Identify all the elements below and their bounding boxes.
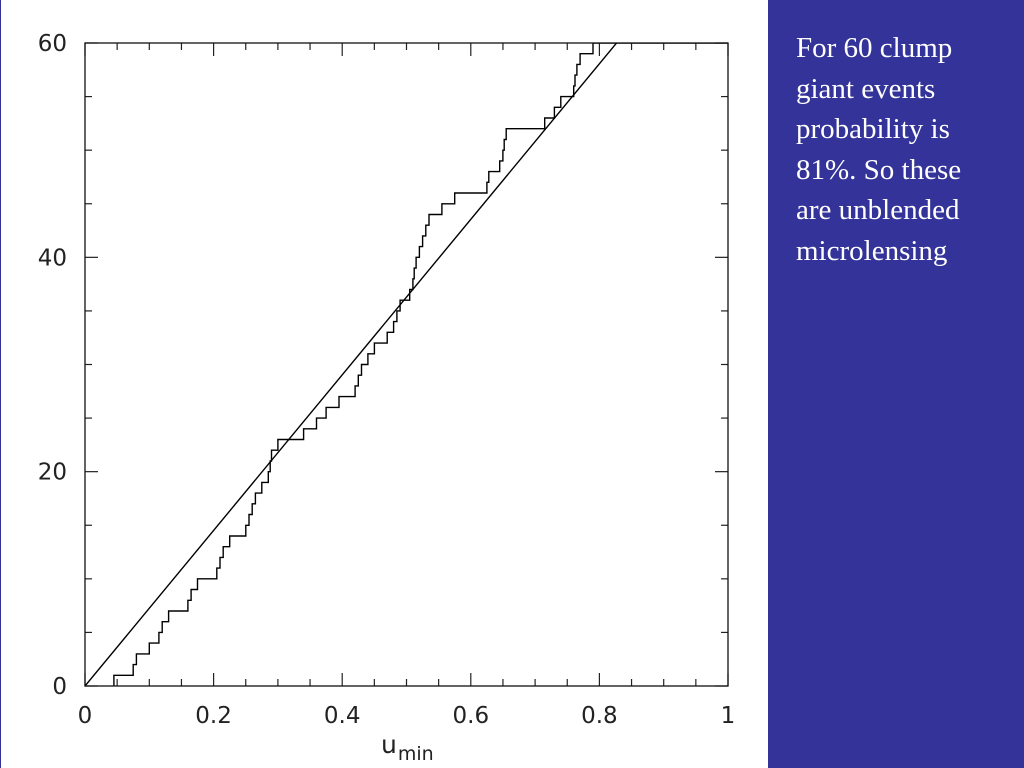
caption-line: giant events: [796, 72, 936, 105]
x-tick-label: 0: [78, 703, 93, 729]
plot-panel: 0 0.2 0.4 0.6 0.8 1 0 20 40 60 umin: [0, 0, 768, 768]
chart-series: [85, 43, 728, 686]
expected-straight-line: [85, 43, 618, 686]
cumulative-distribution-chart: 0 0.2 0.4 0.6 0.8 1 0 20 40 60 umin: [38, 31, 736, 765]
x-axis-label-subscript: min: [398, 743, 434, 765]
tick-labels: 0 0.2 0.4 0.6 0.8 1 0 20 40 60: [38, 31, 736, 729]
plot-frame: [84, 42, 729, 687]
x-tick-label: 1: [721, 703, 736, 729]
caption-line: probability is: [796, 113, 950, 145]
y-tick-label: 0: [52, 674, 67, 700]
x-tick-label: 0.4: [324, 703, 361, 729]
caption-line: 81%. So these: [796, 153, 962, 186]
x-tick-label: 0.2: [195, 703, 232, 729]
slide-caption: For 60 clump giant events probability is 81…: [796, 28, 1018, 271]
cumulative-step-line: [113, 43, 728, 686]
y-tick-label: 40: [38, 245, 67, 271]
axis-ticks: [84, 42, 729, 687]
x-axis-label-main: u: [381, 730, 397, 759]
y-tick-label: 60: [38, 31, 67, 57]
caption-line: For 60 clump: [796, 32, 953, 64]
caption-line: microlensing: [796, 234, 948, 267]
y-tick-label: 20: [38, 460, 67, 486]
x-tick-label: 0.6: [453, 703, 490, 729]
x-tick-label: 0.8: [581, 703, 618, 729]
caption-line: are unblended: [796, 194, 960, 226]
x-axis-label: umin: [381, 730, 434, 765]
